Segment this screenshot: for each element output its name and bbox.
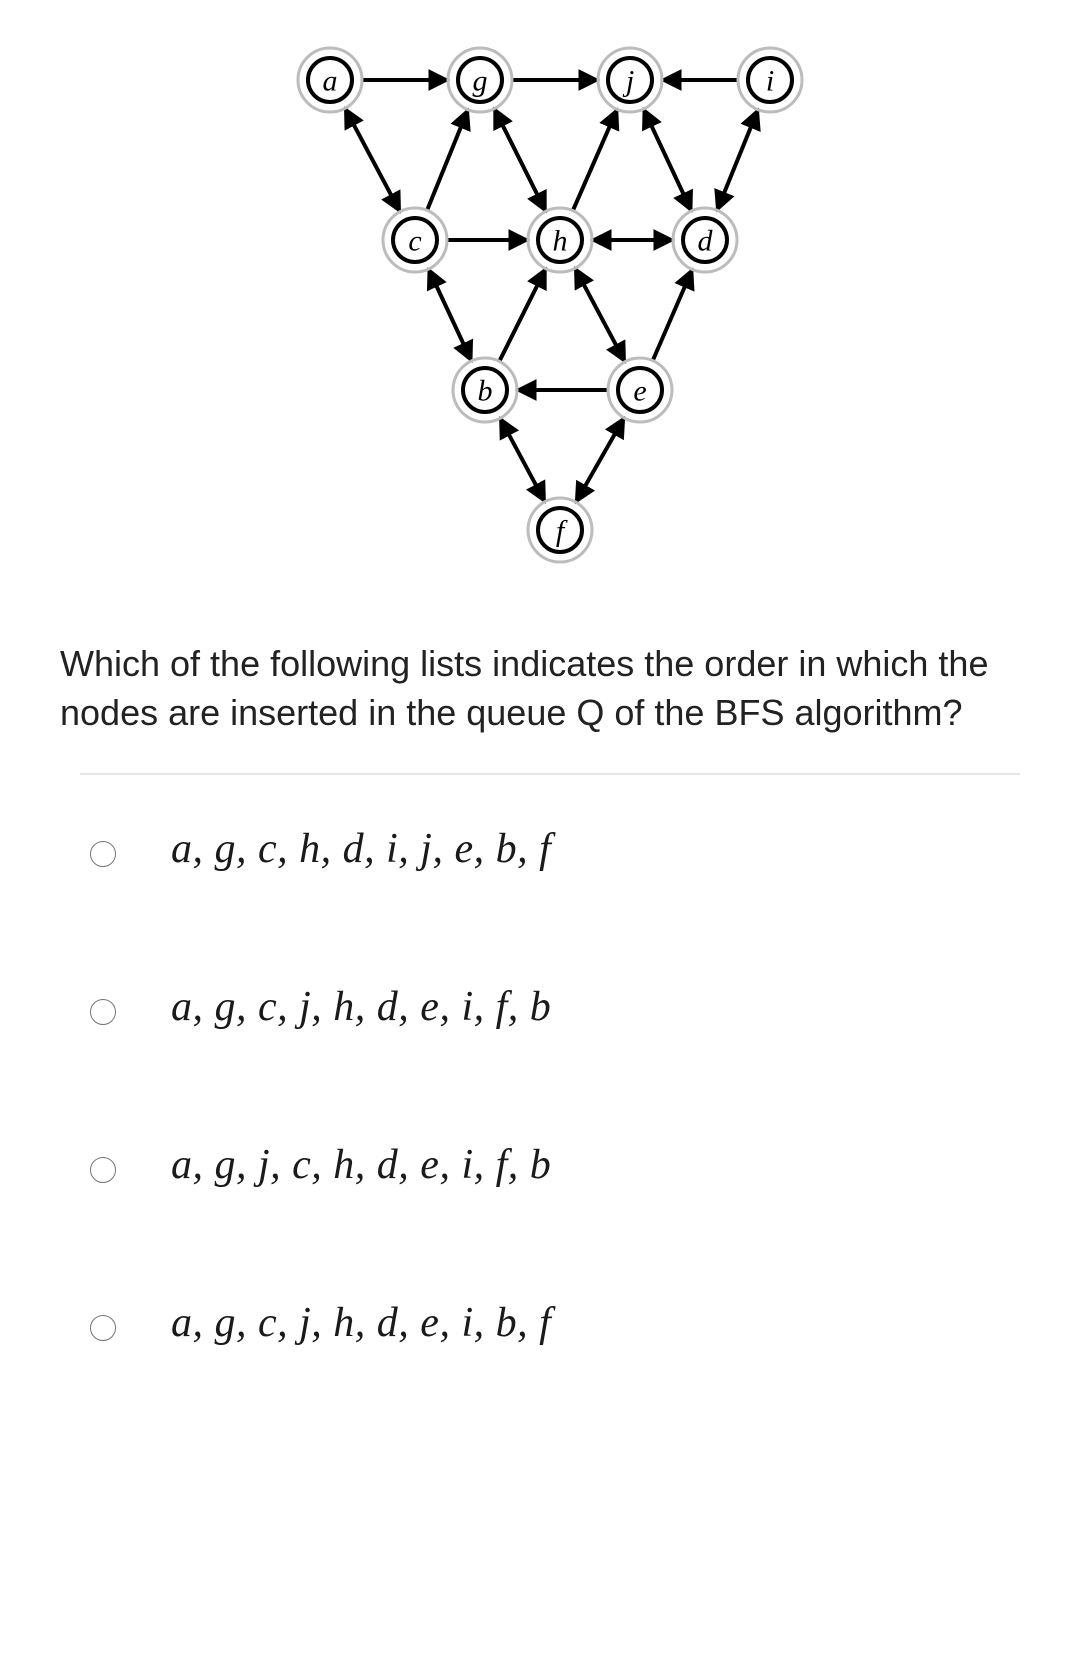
svg-text:e: e [633, 375, 646, 408]
svg-text:h: h [553, 225, 568, 258]
option-text: a, g, c, j, h, d, e, i, f, b [171, 983, 551, 1031]
graph-node-d: d [673, 208, 737, 272]
graph-node-g: g [448, 48, 512, 112]
option-radio[interactable] [90, 841, 116, 867]
option[interactable]: a, g, c, j, h, d, e, i, b, f [90, 1299, 1020, 1347]
option[interactable]: a, g, c, h, d, i, j, e, b, f [90, 825, 1020, 873]
option-text: a, g, c, j, h, d, e, i, b, f [171, 1299, 551, 1347]
graph-node-b: b [453, 358, 517, 422]
graph-node-a: a [298, 48, 362, 112]
graph-svg: a g j i c h d b e f [260, 20, 820, 580]
svg-text:b: b [478, 375, 493, 408]
svg-text:c: c [408, 225, 421, 258]
page: a g j i c h d b e f Which of the following lists … [0, 0, 1080, 1387]
option-text: a, g, j, c, h, d, e, i, f, b [171, 1141, 551, 1189]
svg-text:g: g [473, 65, 488, 98]
graph-node-j: j [598, 48, 662, 112]
options-list: a, g, c, h, d, i, j, e, b, f a, g, c, j,… [60, 825, 1020, 1347]
divider [80, 773, 1020, 775]
graph-node-e: e [608, 358, 672, 422]
graph-node-c: c [383, 208, 447, 272]
svg-text:d: d [698, 225, 714, 258]
option-radio[interactable] [90, 1315, 116, 1341]
option-radio[interactable] [90, 999, 116, 1025]
graph-node-f: f [528, 498, 592, 562]
svg-text:i: i [766, 65, 774, 98]
graph-container: a g j i c h d b e f [60, 20, 1020, 580]
svg-text:a: a [323, 65, 338, 98]
graph-node-i: i [738, 48, 802, 112]
question-text: Which of the following lists indicates t… [60, 640, 1020, 737]
option[interactable]: a, g, j, c, h, d, e, i, f, b [90, 1141, 1020, 1189]
option-radio[interactable] [90, 1157, 116, 1183]
graph-node-h: h [528, 208, 592, 272]
option-text: a, g, c, h, d, i, j, e, b, f [171, 825, 551, 873]
option[interactable]: a, g, c, j, h, d, e, i, f, b [90, 983, 1020, 1031]
